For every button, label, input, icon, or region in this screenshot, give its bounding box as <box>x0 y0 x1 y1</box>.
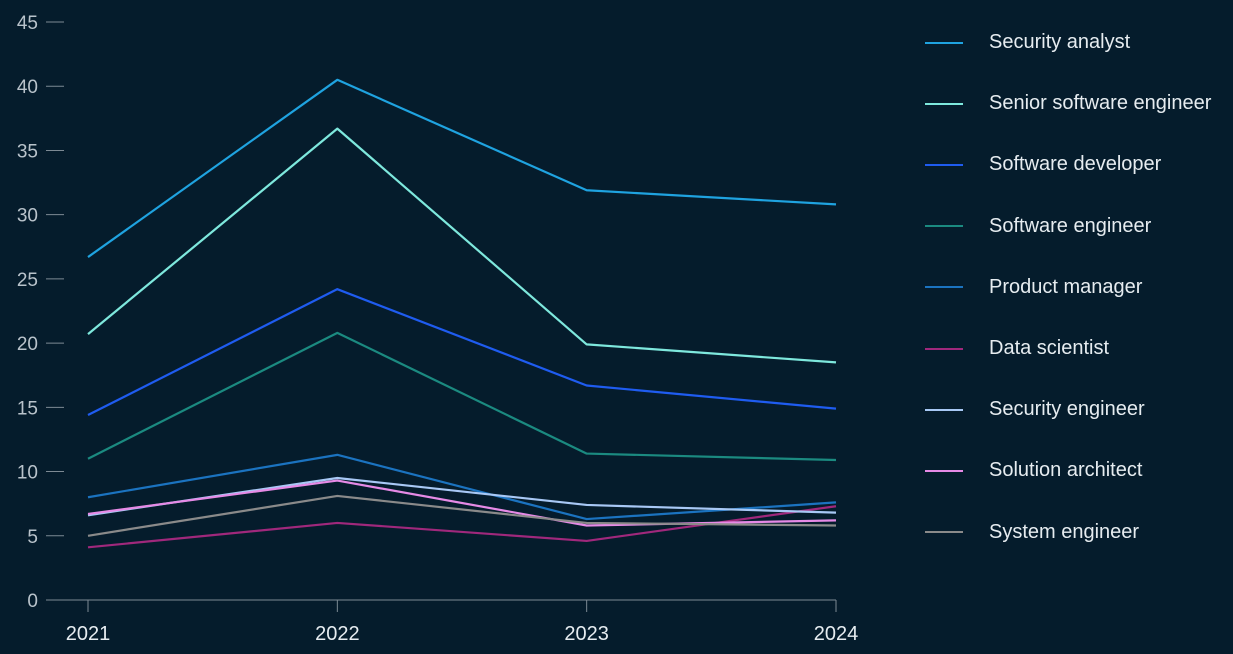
y-tick-label: 40 <box>17 77 38 98</box>
x-axis: 2021 2022 2023 2024 <box>46 599 859 645</box>
y-tick-label: 10 <box>17 463 38 484</box>
legend-label: Product manager <box>989 275 1143 298</box>
legend-label: Data scientist <box>989 337 1110 360</box>
legend-swatch <box>925 41 963 44</box>
legend-swatch <box>925 469 963 472</box>
legend-swatch <box>925 286 963 289</box>
legend-label: Security engineer <box>989 398 1145 421</box>
x-tick-label: 2024 <box>814 623 859 645</box>
legend-item: System engineer <box>925 502 1233 563</box>
legend-swatch <box>925 225 963 228</box>
series-line-senior-software-engineer <box>87 127 837 364</box>
legend-label: Solution architect <box>989 459 1143 482</box>
legend-item: Senior software engineer <box>925 73 1233 134</box>
series-lines <box>87 78 837 549</box>
y-tick-label: 15 <box>17 398 38 419</box>
legend-swatch <box>925 102 963 105</box>
legend-item: Software engineer <box>925 196 1233 257</box>
legend-item: Software developer <box>925 134 1233 195</box>
legend-label: Security analyst <box>989 31 1131 54</box>
y-tick-label: 45 <box>17 13 38 34</box>
legend-item: Solution architect <box>925 440 1233 501</box>
series-line-data-scientist <box>87 505 837 549</box>
legend-item: Data scientist <box>925 318 1233 379</box>
x-tick-label: 2023 <box>564 623 609 645</box>
series-line-system-engineer <box>87 494 837 537</box>
y-tick-label: 20 <box>17 334 38 355</box>
x-tick-label: 2021 <box>66 623 111 645</box>
series-line-security-analyst <box>87 78 837 258</box>
legend-swatch <box>925 347 963 350</box>
x-tick-label: 2022 <box>315 623 360 645</box>
series-line-solution-architect <box>87 479 837 527</box>
series-line-product-manager <box>87 453 837 521</box>
series-line-software-engineer <box>87 331 837 462</box>
y-tick-label: 35 <box>17 141 38 162</box>
legend-label: Senior software engineer <box>989 92 1212 115</box>
legend-swatch <box>925 163 963 166</box>
legend-swatch <box>925 408 963 411</box>
legend-label: Software engineer <box>989 214 1152 237</box>
y-tick-label: 25 <box>17 270 38 291</box>
legend-item: Product manager <box>925 257 1233 318</box>
legend-label: Software developer <box>989 153 1162 176</box>
legend-item: Security engineer <box>925 379 1233 440</box>
legend-item: Security analyst <box>925 12 1233 73</box>
y-tick-label: 5 <box>27 527 38 548</box>
line-chart: 0 5 10 15 20 25 30 35 40 45 2021 2022 2023 2024 <box>17 13 859 645</box>
y-axis: 0 5 10 15 20 25 30 35 40 45 <box>17 13 64 612</box>
series-line-software-developer <box>87 288 837 417</box>
legend: Security analyst Senior software engineer… <box>925 12 1233 563</box>
legend-swatch <box>925 531 963 534</box>
y-tick-label: 0 <box>27 591 38 612</box>
y-tick-label: 30 <box>17 206 38 227</box>
legend-label: System engineer <box>989 520 1140 543</box>
